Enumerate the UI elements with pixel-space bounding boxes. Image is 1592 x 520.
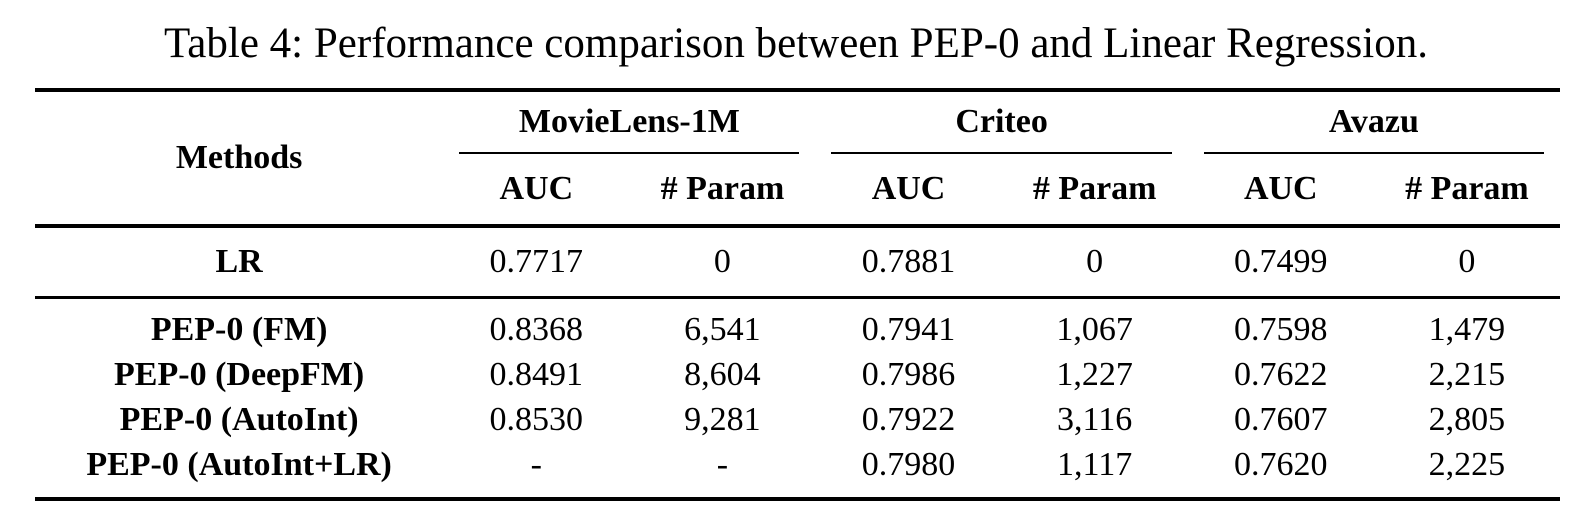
- cell-value: -: [530, 445, 542, 483]
- group-underline-cell: [443, 152, 815, 154]
- cell-value: 0: [1001, 226, 1188, 299]
- cell-value: -: [716, 445, 729, 483]
- subheader-auc-avazu: AUC: [1187, 154, 1374, 228]
- group-underline-cell: [1188, 152, 1560, 154]
- cell-value: 0: [629, 226, 816, 299]
- subheader-param-movielens: # Param: [629, 154, 816, 228]
- group-underline-row: [35, 152, 1560, 154]
- cell-method: PEP-0 (AutoInt): [119, 400, 359, 438]
- cell-method: PEP-0 (FM): [150, 310, 328, 348]
- cell-value: 0.7622: [1234, 355, 1328, 393]
- cell-value: 6,541: [684, 310, 761, 348]
- cell-value: 1,479: [1428, 310, 1506, 348]
- row-pep0-fm: PEP-0 (FM) 0.8368 6,541 0.7941 1,067 0.7…: [35, 298, 1560, 353]
- group-underline-cell: [815, 152, 1187, 154]
- cell-value: 0.7717: [443, 226, 630, 299]
- group-header-movielens-1m: MovieLens-1M: [518, 103, 740, 140]
- subheader-param-criteo: # Param: [1001, 154, 1188, 228]
- table-header: Methods MovieLens-1M Criteo Avazu AUC # …: [35, 90, 1560, 228]
- subheader-auc-movielens: AUC: [443, 154, 630, 228]
- cell-value: 0.7881: [815, 226, 1002, 299]
- table-caption: Table 4: Performance comparison between …: [164, 20, 1428, 67]
- cell-method: LR: [35, 226, 444, 299]
- cell-value: 2,215: [1428, 355, 1506, 393]
- cell-value: 0.7941: [861, 310, 956, 348]
- cell-value: 2,225: [1428, 445, 1506, 483]
- cell-value: 8,604: [684, 355, 761, 393]
- table-body: LR 0.7717 0 0.7881 0 0.7499 0 PEP-0 (FM)…: [35, 226, 1560, 499]
- cell-value: 0.7598: [1234, 310, 1328, 348]
- cell-value: 0.7620: [1234, 445, 1328, 483]
- methods-column-header: Methods: [35, 90, 444, 228]
- subheader-auc-criteo: AUC: [815, 154, 1002, 228]
- cell-method: PEP-0 (AutoInt+LR): [86, 445, 392, 483]
- cell-value: 0.7607: [1234, 400, 1328, 438]
- row-pep0-deepfm: PEP-0 (DeepFM) 0.8491 8,604 0.7986 1,227…: [35, 352, 1560, 397]
- cell-value: 0.7499: [1187, 226, 1374, 299]
- cell-value: 0.7980: [861, 445, 956, 483]
- cell-value: 0.8491: [489, 355, 584, 393]
- group-header-avazu: Avazu: [1328, 103, 1419, 140]
- cell-value: 1,117: [1057, 445, 1133, 483]
- row-lr: LR 0.7717 0 0.7881 0 0.7499 0: [35, 226, 1560, 299]
- cell-value: 9,281: [684, 400, 761, 438]
- cell-value: 3,116: [1057, 400, 1133, 438]
- cell-value: 2,805: [1428, 400, 1506, 438]
- cell-value: 0.8368: [489, 310, 584, 348]
- cell-method: PEP-0 (DeepFM): [114, 355, 365, 393]
- cell-value: 1,227: [1056, 355, 1133, 393]
- group-underline-rule-avazu: [1203, 152, 1544, 154]
- cell-value: 0.7986: [861, 355, 956, 393]
- row-pep0-autoint-lr: PEP-0 (AutoInt+LR) - - 0.7980 1,117 0.76…: [35, 442, 1560, 499]
- subheader-param-avazu: # Param: [1373, 154, 1560, 228]
- cell-value: 0.7922: [861, 400, 956, 438]
- row-pep0-autoint: PEP-0 (AutoInt) 0.8530 9,281 0.7922 3,11…: [35, 397, 1560, 442]
- performance-table: Methods MovieLens-1M Criteo Avazu AUC # …: [35, 88, 1560, 501]
- cell-value: 1,067: [1056, 310, 1133, 348]
- group-header-row: Methods MovieLens-1M Criteo Avazu: [35, 90, 1560, 228]
- subheader-row: AUC # Param AUC # Param AUC # Param: [35, 154, 1560, 228]
- cell-value: 0: [1373, 226, 1560, 299]
- group-underline-rule-criteo: [831, 152, 1172, 154]
- cell-value: 0.8530: [489, 400, 584, 438]
- group-underline-rule-movielens: [459, 152, 800, 154]
- group-header-criteo: Criteo: [955, 103, 1048, 140]
